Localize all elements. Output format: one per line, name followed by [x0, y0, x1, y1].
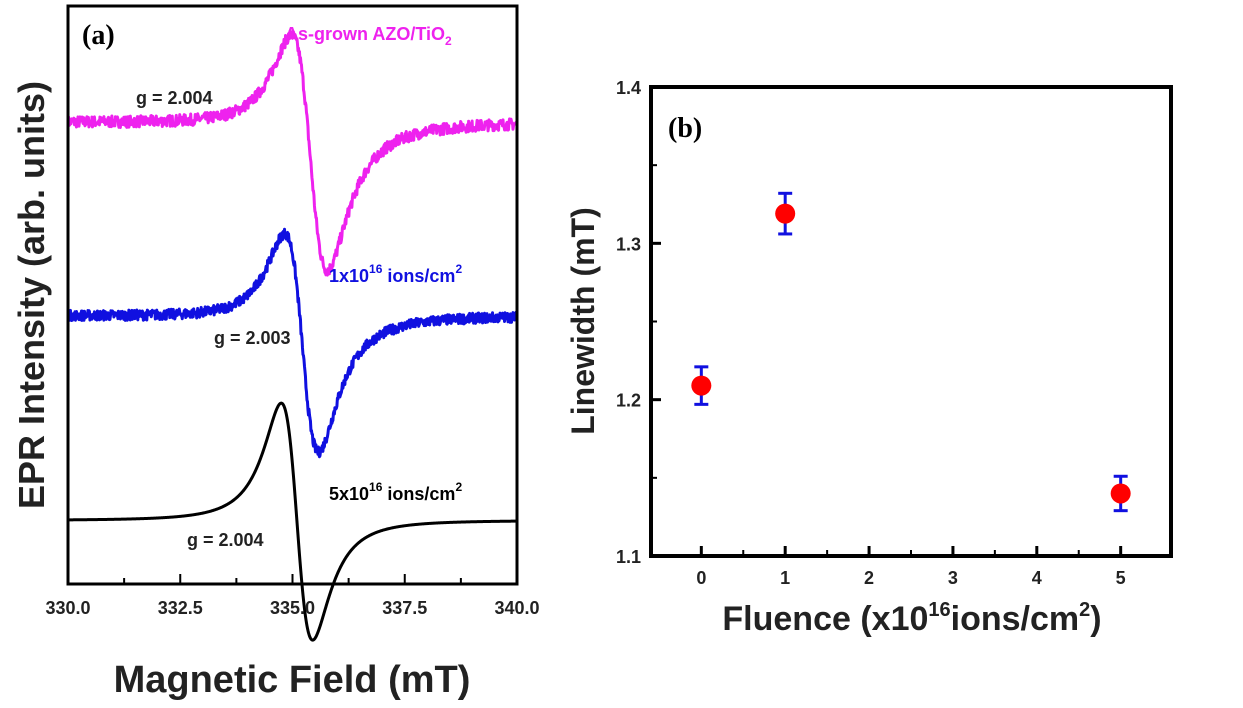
linewidth-point-1	[775, 191, 796, 236]
panel-b-x-axis-title: Fluence (x1016ions/cm2)	[722, 599, 1101, 638]
spectrum-line-3	[67, 401, 518, 642]
g-factor-label-3: g = 2.004	[187, 530, 264, 550]
panel-b-x-tick-label: 1	[780, 568, 790, 588]
panel-a-x-tick-label: 332.5	[158, 598, 203, 618]
panel-a-x-tick-label: 337.5	[382, 598, 427, 618]
panel-b-x-tick-label: 5	[1116, 568, 1126, 588]
panel-b: 0 1 2 3 4 5 1.1 1.2 1.3 1.4 (b) Fluence (x1016ion…	[565, 78, 1173, 638]
panel-a-label: (a)	[82, 20, 115, 51]
g-factor-label-2: g = 2.003	[214, 328, 291, 348]
series-labels: As-grown AZO/TiO2 g = 2.004 1x1016 ions/cm…	[136, 24, 462, 550]
panel-b-x-tick-label: 0	[696, 568, 706, 588]
panel-b-y-tick-label: 1.4	[616, 78, 641, 98]
panel-a-x-ticks: 330.0 332.5 335.0 337.5 340.0	[45, 574, 540, 618]
panel-b-x-tick-label: 4	[1032, 568, 1042, 588]
series-label-2: 1x1016 ions/cm2	[329, 262, 462, 286]
linewidth-point-2	[1110, 474, 1131, 513]
panel-b-frame	[649, 85, 1173, 558]
g-factor-label-1: g = 2.004	[136, 88, 213, 108]
spectrum-line-2	[66, 227, 519, 459]
spectrum-line-1	[66, 29, 519, 277]
data-marker	[691, 375, 712, 396]
linewidth-point-0	[691, 365, 712, 406]
panel-a-x-tick-label: 330.0	[45, 598, 90, 618]
data-marker	[775, 203, 796, 224]
panel-b-x-tick-label: 2	[864, 568, 874, 588]
panel-a-x-tick-label: 335.0	[270, 598, 315, 618]
panel-a-x-axis-title: Magnetic Field (mT)	[114, 659, 471, 701]
panel-b-label: (b)	[668, 113, 702, 144]
panel-b-y-tick-label: 1.2	[616, 391, 641, 411]
panel-b-ticks: 0 1 2 3 4 5 1.1 1.2 1.3 1.4	[616, 78, 1126, 588]
panel-a-y-axis-title: EPR Intensity (arb. units)	[11, 81, 52, 509]
epr-spectra	[66, 29, 519, 642]
series-label-3: 5x1016 ions/cm2	[329, 480, 462, 504]
panel-a-x-tick-label: 340.0	[494, 598, 539, 618]
panel-b-y-tick-label: 1.3	[616, 234, 641, 254]
panel-a: 330.0 332.5 335.0 337.5 340.0 (a) As-grown A…	[11, 4, 540, 701]
linewidth-points	[691, 191, 1131, 513]
panel-b-y-axis-title: Linewidth (mT)	[565, 207, 601, 435]
panel-b-y-tick-label: 1.1	[616, 547, 641, 567]
data-marker	[1110, 483, 1131, 504]
series-label-1: As-grown AZO/TiO2	[285, 24, 452, 48]
panel-b-x-tick-label: 3	[948, 568, 958, 588]
